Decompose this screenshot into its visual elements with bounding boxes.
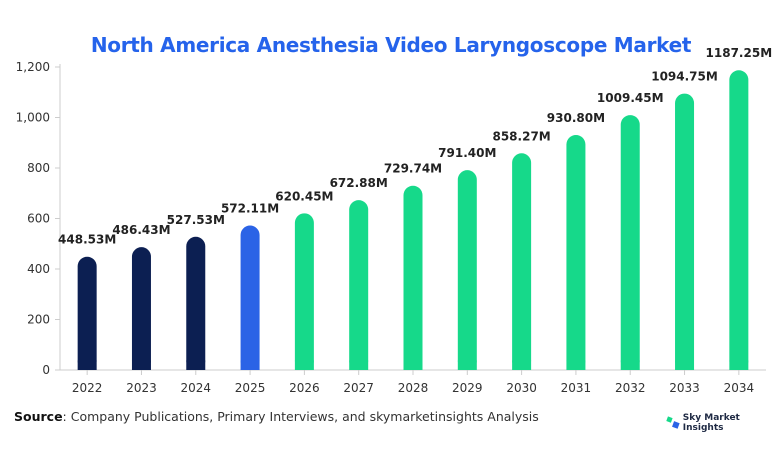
y-tick-label: 1,000 <box>16 111 50 125</box>
bar-base <box>566 360 586 370</box>
bar <box>457 170 477 370</box>
x-tick-label: 2034 <box>724 381 755 395</box>
bar-base <box>240 360 260 370</box>
data-label: 791.40M <box>438 146 496 160</box>
bar-base <box>294 360 314 370</box>
y-tick-label: 600 <box>27 212 50 226</box>
y-tick-label: 200 <box>27 313 50 327</box>
x-tick-label: 2022 <box>72 381 103 395</box>
x-tick-label: 2025 <box>235 381 266 395</box>
x-tick-label: 2033 <box>669 381 700 395</box>
x-tick-label: 2027 <box>343 381 374 395</box>
data-label: 1009.45M <box>597 91 664 105</box>
data-label: 572.11M <box>221 202 279 216</box>
brand-logo: Sky Market Insights <box>666 413 782 433</box>
chart-title: North America Anesthesia Video Laryngosc… <box>90 33 692 57</box>
bar-base <box>457 360 477 370</box>
data-label: 729.74M <box>384 162 442 176</box>
x-tick-label: 2031 <box>561 381 592 395</box>
brand-name: Sky Market Insights <box>682 413 740 433</box>
x-tick-label: 2023 <box>126 381 157 395</box>
x-tick-label: 2028 <box>398 381 429 395</box>
source-text: : Company Publications, Primary Intervie… <box>62 409 539 424</box>
bar-base <box>675 360 695 370</box>
data-label: 930.80M <box>547 111 605 125</box>
bar <box>675 93 695 370</box>
x-tick-label: 2032 <box>615 381 646 395</box>
x-tick-label: 2029 <box>452 381 483 395</box>
bar <box>294 213 314 370</box>
x-tick-label: 2024 <box>180 381 211 395</box>
logo-icon <box>666 416 680 429</box>
bar <box>240 225 260 370</box>
bar-base <box>620 360 640 370</box>
bar <box>403 185 423 370</box>
bar <box>566 134 586 370</box>
data-label: 672.88M <box>330 176 388 190</box>
data-label: 486.43M <box>112 223 170 237</box>
data-label: 1094.75M <box>651 70 718 84</box>
y-tick-label: 400 <box>27 262 50 276</box>
data-label: 448.53M <box>58 233 116 247</box>
bar-base <box>403 360 423 370</box>
bar-base <box>131 360 151 370</box>
bar <box>186 236 206 370</box>
y-tick-label: 800 <box>27 161 50 175</box>
x-tick-label: 2030 <box>506 381 537 395</box>
x-tick-label: 2026 <box>289 381 320 395</box>
bar-base <box>512 360 532 370</box>
bar-base <box>349 360 369 370</box>
data-label: 1187.25M <box>706 46 773 60</box>
bar <box>512 153 532 370</box>
y-tick-label: 1,200 <box>16 60 50 74</box>
source-label: Source <box>14 409 63 424</box>
bar-base <box>77 360 97 370</box>
bar <box>349 200 369 370</box>
bar-chart: 0 200 400 600 800 1,000 1,200 448.53M 2022 486.43… <box>16 46 773 395</box>
bar <box>620 115 640 370</box>
bar <box>131 247 151 370</box>
data-label: 620.45M <box>275 189 333 203</box>
bar <box>77 256 97 370</box>
data-label: 527.53M <box>167 213 225 227</box>
data-label: 858.27M <box>492 129 550 143</box>
source-note: Source: Company Publications, Primary In… <box>14 409 539 424</box>
y-tick-label: 0 <box>42 363 50 377</box>
bar <box>729 70 749 371</box>
bar-base <box>186 360 206 370</box>
bar-base <box>729 360 749 370</box>
